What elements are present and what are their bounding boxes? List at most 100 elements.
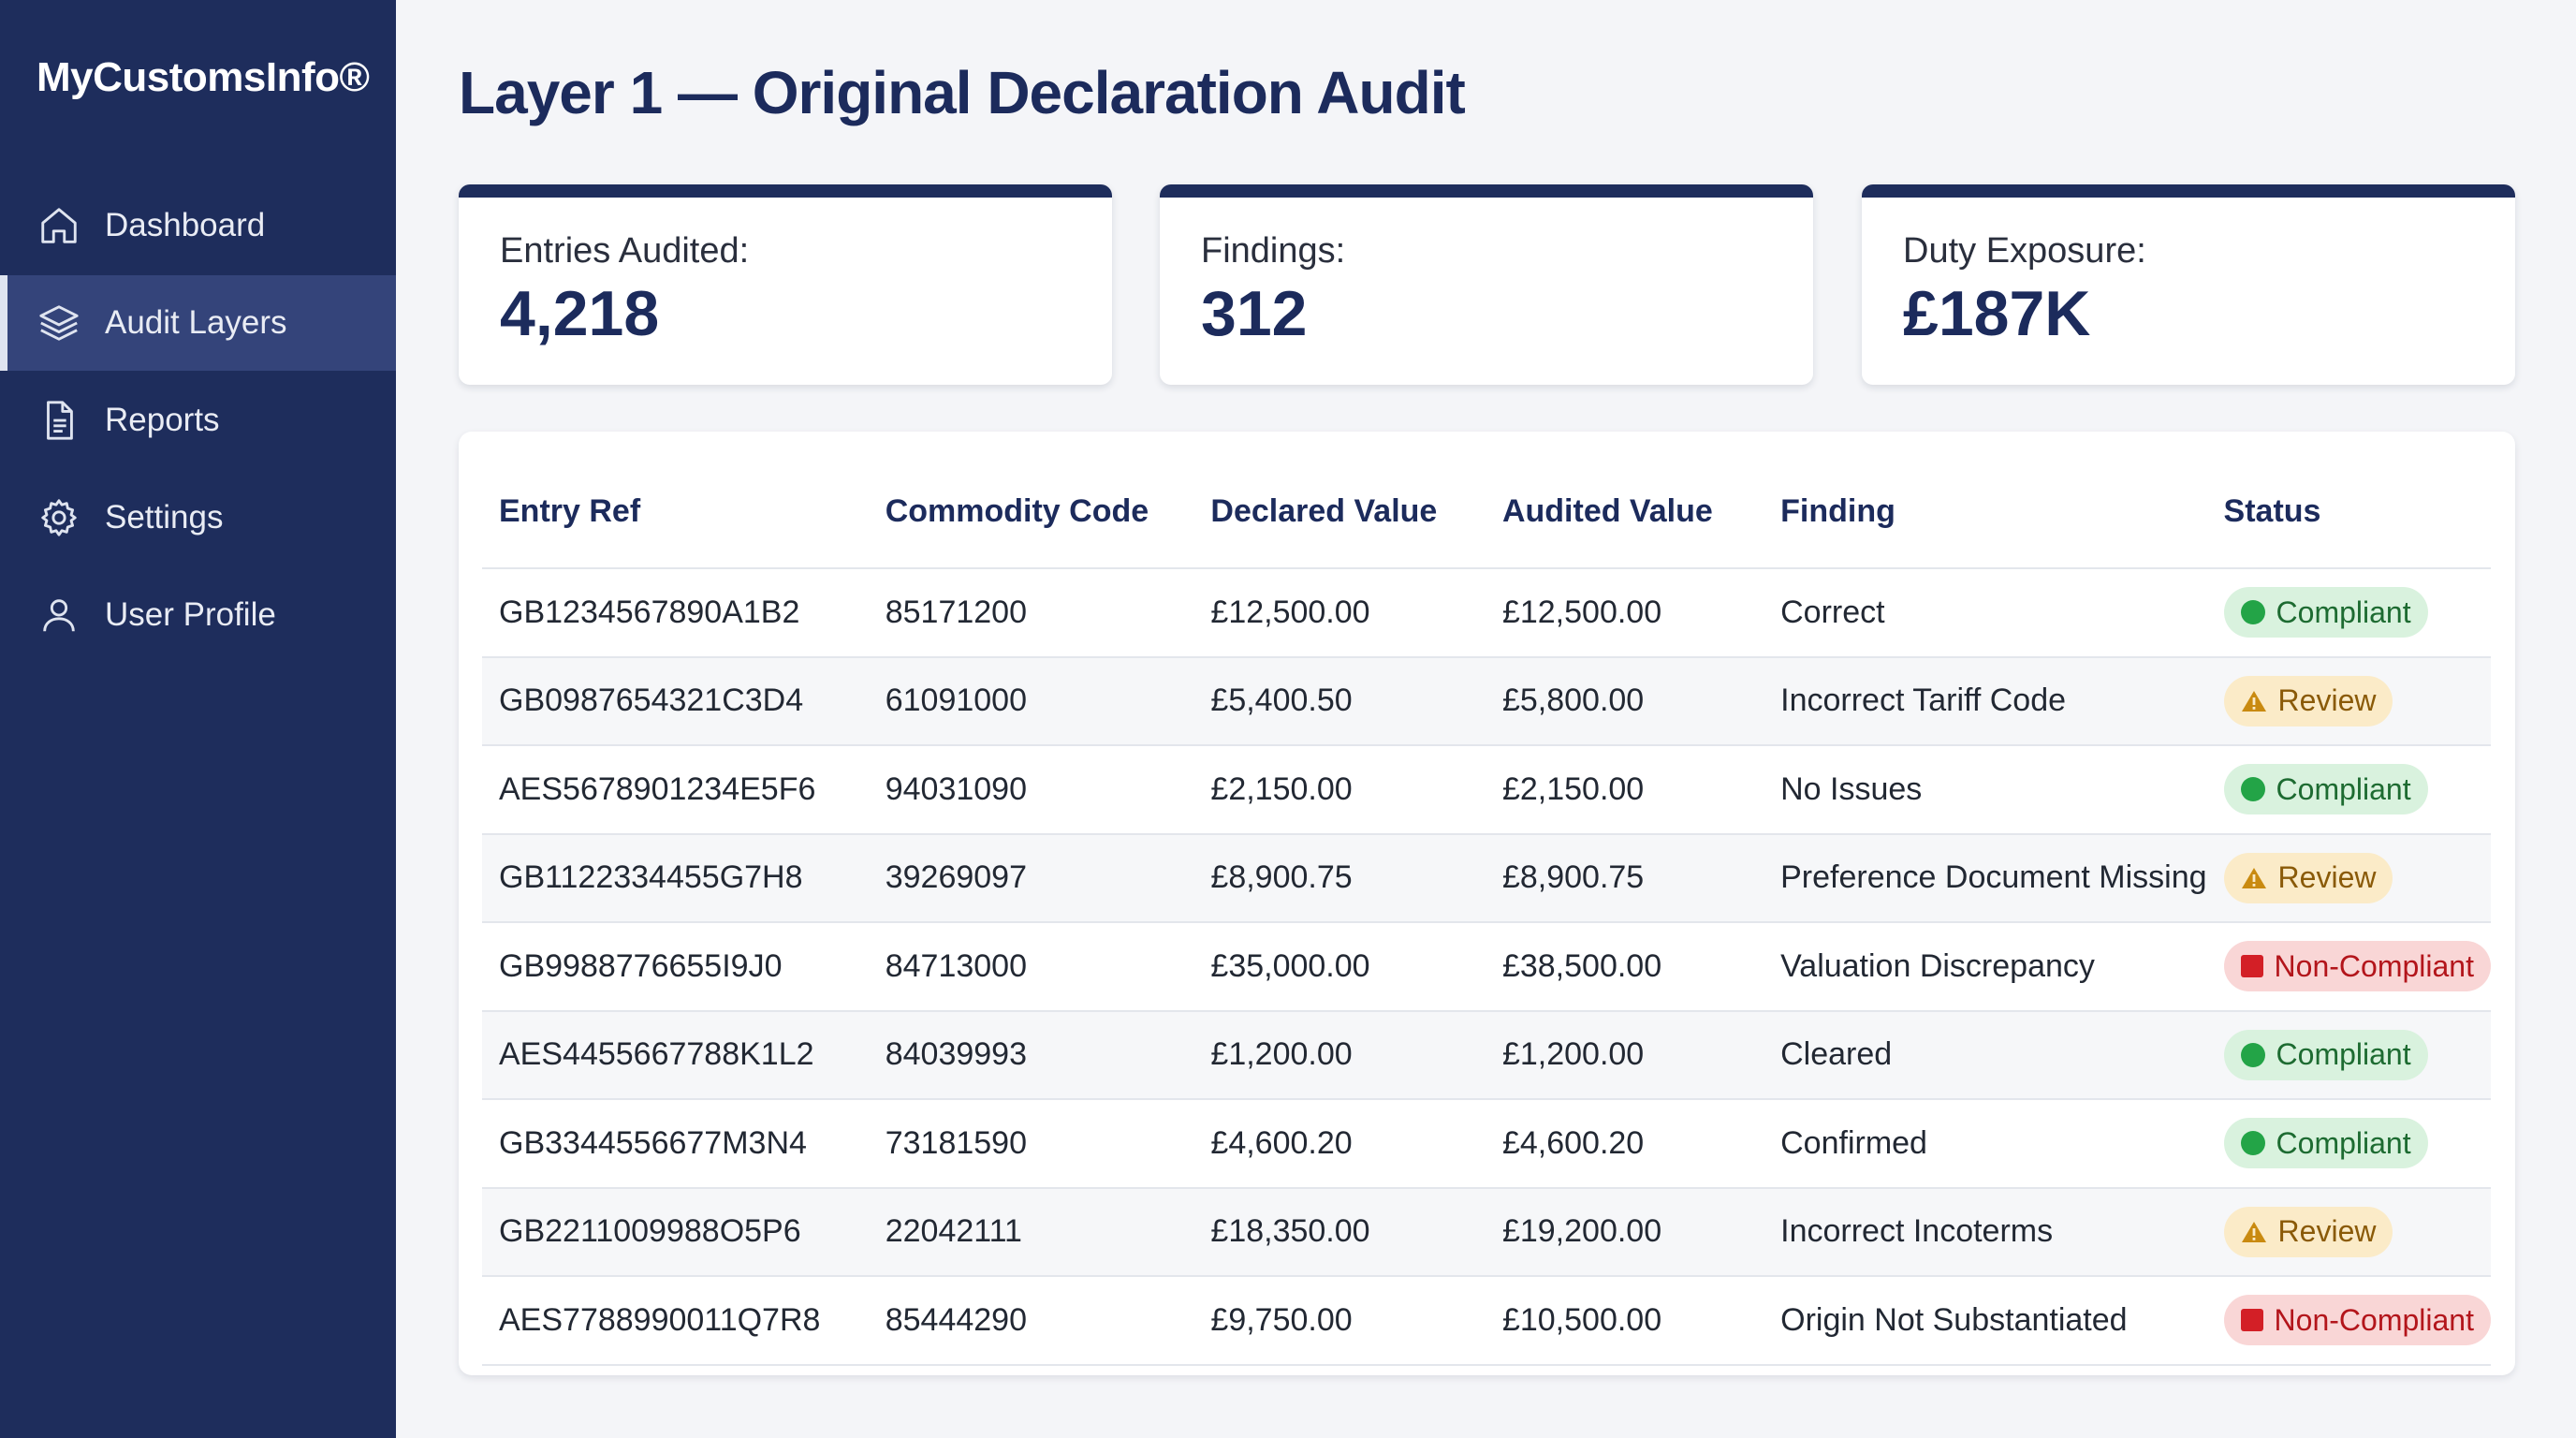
sidebar-item-dashboard[interactable]: Dashboard (0, 178, 396, 273)
finding-cell: Incorrect Tariff Code (1764, 656, 2207, 746)
table-row[interactable]: AES5678901234E5F6 94031090 £2,150.00 £2,150… (482, 745, 2491, 835)
entry-ref-cell: GB9988776655I9J0 (482, 922, 869, 1012)
sidebar-item-reports[interactable]: Reports (0, 373, 396, 468)
audited-value-cell: £4,600.20 (1485, 1099, 1764, 1189)
card-label: Entries Audited: (500, 231, 750, 271)
card-label: Duty Exposure: (1903, 231, 2146, 271)
commodity-code-cell: 39269097 (868, 833, 1194, 923)
brand-logo: MyCustomsInfo® (37, 54, 370, 100)
table-row[interactable]: AES4455667788K1L2 84039993 £1,200.00 £1,200… (482, 1010, 2491, 1100)
duty-exposure-card: Duty Exposure: £187K (1862, 184, 2515, 385)
status-badge: Compliant (2223, 1029, 2428, 1080)
commodity-code-cell: 61091000 (868, 656, 1194, 746)
audited-value-cell: £8,900.75 (1485, 833, 1764, 923)
audit-table: Entry Ref Commodity Code Declared Value … (482, 456, 2491, 1366)
status-label: Review (2277, 683, 2377, 718)
finding-cell: Preference Document Missing (1764, 833, 2207, 923)
header-declared-value[interactable]: Declared Value (1193, 456, 1486, 569)
status-badge: Compliant (2223, 587, 2428, 638)
declared-value-cell: £5,400.50 (1193, 656, 1486, 746)
audited-value-cell: £19,200.00 (1485, 1187, 1764, 1277)
table-row[interactable]: AES7788990011Q7R8 85444290 £9,750.00 £10,50… (482, 1276, 2491, 1366)
status-label: Compliant (2276, 1125, 2411, 1160)
card-label: Findings: (1201, 231, 1346, 271)
entry-ref-cell: GB1234567890A1B2 (482, 568, 869, 658)
table-row[interactable]: GB1234567890A1B2 85171200 £12,500.00 £12,50… (482, 568, 2491, 658)
document-icon (37, 399, 80, 442)
check-dot-icon (2240, 1042, 2265, 1067)
table-row[interactable]: GB1122334455G7H8 39269097 £8,900.75 £8,900.… (482, 833, 2491, 923)
status-label: Compliant (2276, 594, 2411, 629)
finding-cell: Origin Not Substantiated (1764, 1276, 2207, 1366)
status-cell: Compliant (2206, 1010, 2491, 1100)
declared-value-cell: £8,900.75 (1193, 833, 1486, 923)
card-value: 312 (1201, 278, 1308, 349)
header-status[interactable]: Status (2206, 456, 2491, 569)
audited-value-cell: £5,800.00 (1485, 656, 1764, 746)
declared-value-cell: £4,600.20 (1193, 1099, 1486, 1189)
status-badge: Compliant (2223, 1118, 2428, 1169)
sidebar-item-label: Reports (105, 402, 220, 438)
commodity-code-cell: 22042111 (868, 1187, 1194, 1277)
declared-value-cell: £1,200.00 (1193, 1010, 1486, 1100)
status-label: Review (2277, 860, 2377, 895)
status-label: Non-Compliant (2274, 948, 2474, 983)
finding-cell: Correct (1764, 568, 2207, 658)
status-badge: Review (2223, 1206, 2393, 1257)
sidebar: MyCustomsInfo® Dashboard Audit Layers Re… (0, 0, 396, 1438)
layers-icon (37, 301, 80, 345)
status-cell: Compliant (2206, 1099, 2491, 1189)
entry-ref-cell: GB2211009988O5P6 (482, 1187, 869, 1277)
table-row[interactable]: GB9988776655I9J0 84713000 £35,000.00 £38,50… (482, 922, 2491, 1012)
sidebar-item-user-profile[interactable]: User Profile (0, 567, 396, 663)
sidebar-item-label: Audit Layers (105, 304, 287, 341)
user-icon (37, 594, 80, 637)
error-square-icon (2240, 1309, 2263, 1332)
status-badge: Non-Compliant (2223, 1295, 2491, 1346)
sidebar-nav: Dashboard Audit Layers Reports Settings … (0, 178, 396, 663)
status-cell: Non-Compliant (2206, 1276, 2491, 1366)
entry-ref-cell: AES4455667788K1L2 (482, 1010, 869, 1100)
status-label: Review (2277, 1214, 2377, 1249)
warning-icon (2241, 1220, 2267, 1244)
page-title: Layer 1 — Original Declaration Audit (459, 59, 1466, 126)
finding-cell: Confirmed (1764, 1099, 2207, 1189)
declared-value-cell: £18,350.00 (1193, 1187, 1486, 1277)
sidebar-item-label: User Profile (105, 596, 276, 633)
audited-value-cell: £1,200.00 (1485, 1010, 1764, 1100)
table-row[interactable]: GB3344556677M3N4 73181590 £4,600.20 £4,600.… (482, 1099, 2491, 1189)
header-audited-value[interactable]: Audited Value (1485, 456, 1764, 569)
gear-icon (37, 496, 80, 539)
table-row[interactable]: GB0987654321C3D4 61091000 £5,400.50 £5,800.… (482, 656, 2491, 746)
sidebar-item-label: Settings (105, 499, 224, 536)
commodity-code-cell: 84713000 (868, 922, 1194, 1012)
declared-value-cell: £35,000.00 (1193, 922, 1486, 1012)
declared-value-cell: £2,150.00 (1193, 745, 1486, 835)
sidebar-item-settings[interactable]: Settings (0, 470, 396, 565)
status-badge: Compliant (2223, 764, 2428, 815)
entry-ref-cell: AES5678901234E5F6 (482, 745, 869, 835)
finding-cell: No Issues (1764, 745, 2207, 835)
table-row[interactable]: GB2211009988O5P6 22042111 £18,350.00 £19,20… (482, 1187, 2491, 1277)
check-dot-icon (2240, 1131, 2265, 1156)
entry-ref-cell: GB1122334455G7H8 (482, 833, 869, 923)
status-cell: Review (2206, 656, 2491, 746)
declared-value-cell: £12,500.00 (1193, 568, 1486, 658)
commodity-code-cell: 85171200 (868, 568, 1194, 658)
header-entry-ref[interactable]: Entry Ref (482, 456, 869, 569)
header-finding[interactable]: Finding (1764, 456, 2207, 569)
status-cell: Review (2206, 1187, 2491, 1277)
audited-value-cell: £12,500.00 (1485, 568, 1764, 658)
entry-ref-cell: GB3344556677M3N4 (482, 1099, 869, 1189)
home-icon (37, 204, 80, 247)
finding-cell: Incorrect Incoterms (1764, 1187, 2207, 1277)
status-cell: Compliant (2206, 745, 2491, 835)
sidebar-item-audit-layers[interactable]: Audit Layers (0, 275, 396, 371)
audited-value-cell: £10,500.00 (1485, 1276, 1764, 1366)
warning-icon (2241, 866, 2267, 890)
card-value: £187K (1903, 278, 2091, 349)
entry-ref-cell: AES7788990011Q7R8 (482, 1276, 869, 1366)
header-commodity-code[interactable]: Commodity Code (868, 456, 1194, 569)
status-label: Compliant (2276, 1037, 2411, 1072)
table-header-row: Entry Ref Commodity Code Declared Value … (482, 456, 2491, 569)
